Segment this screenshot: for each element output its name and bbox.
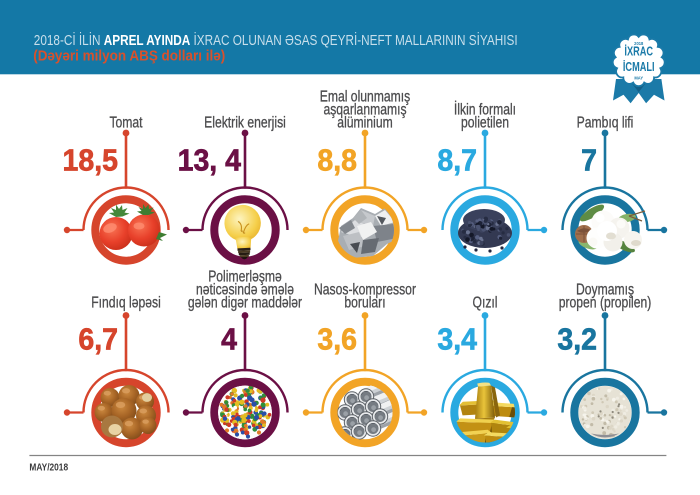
svg-text:2018-Cİ İLİN APREL AYINDA İXRA: 2018-Cİ İLİN APREL AYINDA İXRAC OLUNAN Ə… (34, 31, 518, 48)
svg-text:Tomat: Tomat (109, 114, 142, 132)
svg-text:boruları: boruları (344, 294, 385, 312)
svg-text:nəticəsində əmələ: nəticəsində əmələ (196, 281, 294, 299)
svg-text:İXRAC: İXRAC (624, 44, 653, 59)
svg-text:Pambıq lifi: Pambıq lifi (577, 114, 634, 132)
svg-text:(Dəyəri milyon ABŞ dolları ilə: (Dəyəri milyon ABŞ dolları ilə) (33, 48, 225, 65)
svg-text:MAY/2018: MAY/2018 (29, 462, 68, 473)
svg-text:alüminium: alüminium (337, 114, 392, 132)
svg-text:6,7: 6,7 (78, 322, 118, 356)
svg-text:Polimerləşmə: Polimerləşmə (208, 268, 282, 286)
svg-text:Emal olunmamış: Emal olunmamış (320, 88, 411, 106)
svg-text:aşqarlanmamış: aşqarlanmamış (323, 101, 406, 119)
svg-text:gələn digər maddələr: gələn digər maddələr (188, 294, 302, 312)
svg-text:18,5: 18,5 (63, 143, 118, 177)
svg-text:2018: 2018 (634, 41, 644, 46)
svg-text:propen (propilen): propen (propilen) (559, 294, 652, 312)
svg-text:Qızıl: Qızıl (473, 294, 498, 312)
svg-text:Doymamış: Doymamış (576, 281, 634, 299)
svg-text:Nasos-kompressor: Nasos-kompressor (314, 281, 416, 299)
svg-text:3,6: 3,6 (317, 322, 357, 356)
svg-text:8,7: 8,7 (437, 143, 477, 177)
svg-text:İlkin formalı: İlkin formalı (454, 99, 516, 119)
svg-text:İCMALI: İCMALI (623, 60, 655, 75)
svg-text:8,8: 8,8 (317, 143, 357, 177)
svg-text:MAY: MAY (634, 75, 643, 80)
svg-text:3,2: 3,2 (557, 322, 597, 356)
svg-text:Elektrik enerjisi: Elektrik enerjisi (204, 114, 286, 132)
svg-text:Fındıq ləpəsi: Fındıq ləpəsi (91, 294, 161, 312)
svg-text:13, 4: 13, 4 (178, 143, 242, 177)
svg-text:4: 4 (221, 322, 237, 356)
svg-text:3,4: 3,4 (437, 322, 477, 356)
svg-text:polietilen: polietilen (461, 114, 509, 132)
svg-text:7: 7 (581, 143, 597, 177)
